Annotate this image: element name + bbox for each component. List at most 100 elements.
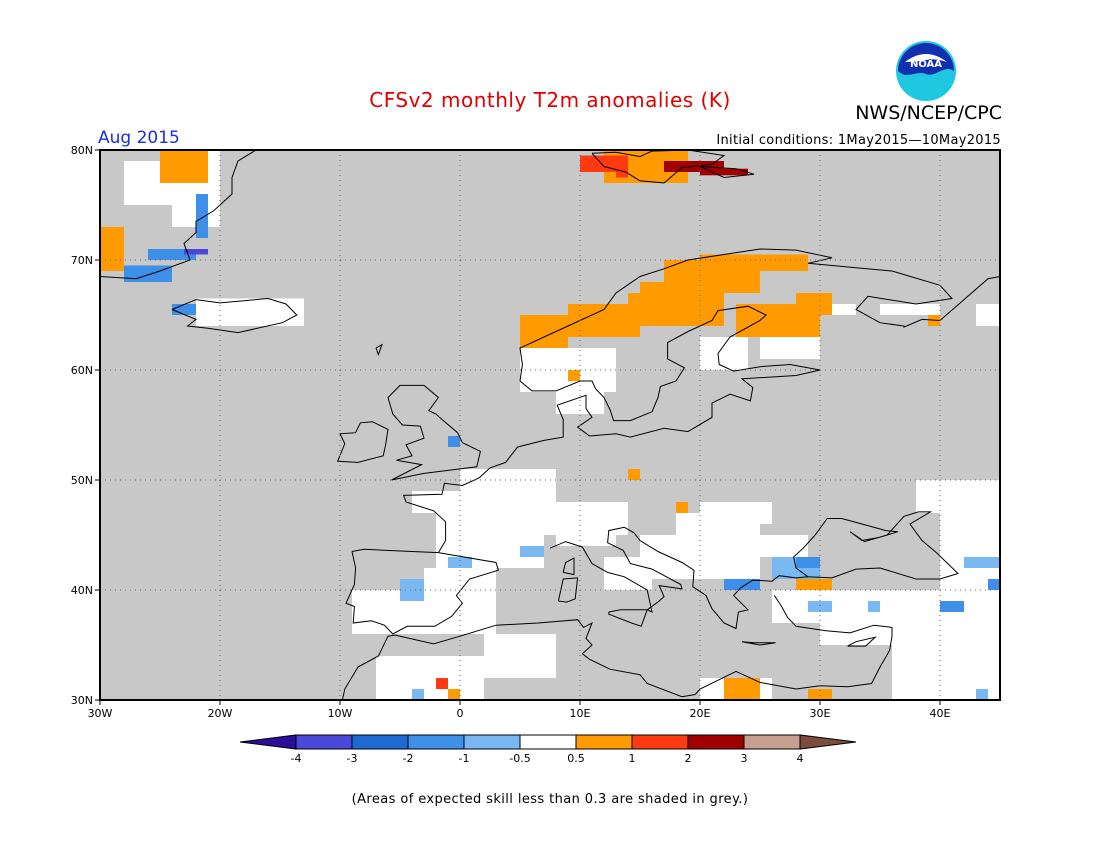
coastline xyxy=(549,526,683,613)
logo-text: NOAA xyxy=(910,59,942,70)
anomaly-cell xyxy=(160,150,208,183)
anomaly-cell xyxy=(700,254,808,271)
lon-tick-label: 20E xyxy=(690,707,711,720)
coastline xyxy=(387,384,481,481)
lon-tick-label: 10E xyxy=(570,707,591,720)
colorbar-label: 3 xyxy=(741,752,748,765)
anomaly-cell xyxy=(520,315,568,348)
anomaly-cell xyxy=(796,579,820,590)
colorbar-segment xyxy=(519,734,577,750)
anomaly-cell xyxy=(568,370,580,381)
lat-tick-label: 30N xyxy=(71,694,93,707)
anomaly-cell xyxy=(412,689,424,700)
anomaly-cell xyxy=(868,601,880,612)
anomaly-cell xyxy=(820,623,1000,645)
lat-tick-label: 40N xyxy=(71,584,93,597)
anomaly-cell xyxy=(796,557,820,568)
colorbar-label: -2 xyxy=(403,752,414,765)
colorbar-arrow-low xyxy=(239,734,297,750)
anomaly-cell xyxy=(976,304,1000,326)
anomaly-cell xyxy=(700,502,772,524)
map-frame xyxy=(99,149,1001,701)
coastline xyxy=(341,619,696,700)
coastline xyxy=(375,343,383,357)
colorbar-segment xyxy=(743,734,801,750)
anomaly-cell xyxy=(184,249,208,255)
anomaly-cell xyxy=(700,337,748,370)
colorbar-segment xyxy=(631,734,689,750)
coastline xyxy=(345,548,500,635)
colorbar-label: -1 xyxy=(459,752,470,765)
anomaly-cell xyxy=(820,601,832,612)
anomaly-cell xyxy=(196,298,304,326)
lon-ticks: 30W 20W 10W 0 10E 20E 30E 40E xyxy=(88,700,951,720)
anomaly-cell xyxy=(820,579,832,590)
coastline xyxy=(694,595,893,695)
coastline xyxy=(624,511,959,630)
colorbar-label: 0.5 xyxy=(567,752,585,765)
coastline xyxy=(557,577,579,603)
coastline xyxy=(519,305,821,422)
lat-tick-label: 60N xyxy=(71,364,93,377)
anomaly-cell xyxy=(940,601,964,612)
colorbar-segment xyxy=(295,734,353,750)
colorbar-segment xyxy=(575,734,633,750)
agency-label: NWS/NCEP/CPC xyxy=(855,102,1002,124)
colorbar-segment xyxy=(687,734,745,750)
anomaly-cell xyxy=(172,304,196,315)
anomaly-cell xyxy=(196,194,208,238)
coastline xyxy=(402,369,821,553)
anomaly-cell xyxy=(448,557,472,568)
anomaly-cell xyxy=(400,579,424,601)
coastline xyxy=(562,557,575,576)
anomaly-cell xyxy=(640,161,676,172)
initial-conditions: Initial conditions: 1May2015—10May2015 xyxy=(716,133,1001,148)
colorbar-label: 1 xyxy=(629,752,636,765)
anomaly-cell xyxy=(976,689,988,700)
colorbar-label: 4 xyxy=(797,752,804,765)
graticule xyxy=(100,150,1000,700)
anomaly-cell xyxy=(448,436,460,447)
lon-tick-label: 40E xyxy=(930,707,951,720)
coastline xyxy=(171,297,298,334)
lon-tick-label: 0 xyxy=(457,707,464,720)
coastline xyxy=(336,421,389,463)
anomaly-cell xyxy=(880,304,940,315)
lat-tick-label: 80N xyxy=(71,144,93,157)
lat-tick-label: 70N xyxy=(71,254,93,267)
anomaly-cell xyxy=(640,282,676,304)
colorbar-segment xyxy=(351,734,409,750)
anomaly-cell xyxy=(520,546,544,557)
anomaly-cell xyxy=(772,590,1000,623)
coastline xyxy=(847,636,877,647)
lon-tick-label: 20W xyxy=(208,707,233,720)
chart-title: CFSv2 monthly T2m anomalies (K) xyxy=(369,88,731,112)
colorbar-segment xyxy=(407,734,465,750)
colorbar-label: -0.5 xyxy=(509,752,530,765)
valid-month: Aug 2015 xyxy=(98,128,180,148)
coastlines xyxy=(100,150,1000,700)
colorbar-arrow-high xyxy=(799,734,857,750)
coastline xyxy=(699,166,755,179)
colorbar-segment xyxy=(463,734,521,750)
anomaly-cell xyxy=(724,678,760,700)
coastline xyxy=(741,641,776,646)
anomaly-cell xyxy=(916,480,1000,513)
anomaly-cell xyxy=(448,689,460,700)
footnote: (Areas of expected skill less than 0.3 a… xyxy=(351,792,749,807)
anomaly-cell xyxy=(616,166,628,178)
lon-tick-label: 30E xyxy=(810,707,831,720)
coastline xyxy=(519,248,1000,382)
coastline xyxy=(100,150,257,280)
anomaly-cell xyxy=(988,579,1000,590)
anomaly-cell xyxy=(628,469,640,480)
anomaly-cell xyxy=(376,656,484,700)
colorbar: -4 -3 -2 -1 -0.5 0.5 1 2 3 4 xyxy=(239,734,857,765)
anomaly-cell xyxy=(964,557,1000,568)
anomaly-cell xyxy=(448,612,496,634)
anomaly-cell xyxy=(556,524,616,546)
anomaly-cell xyxy=(796,293,832,315)
colorbar-label: 2 xyxy=(685,752,692,765)
anomaly-cell xyxy=(484,634,556,678)
